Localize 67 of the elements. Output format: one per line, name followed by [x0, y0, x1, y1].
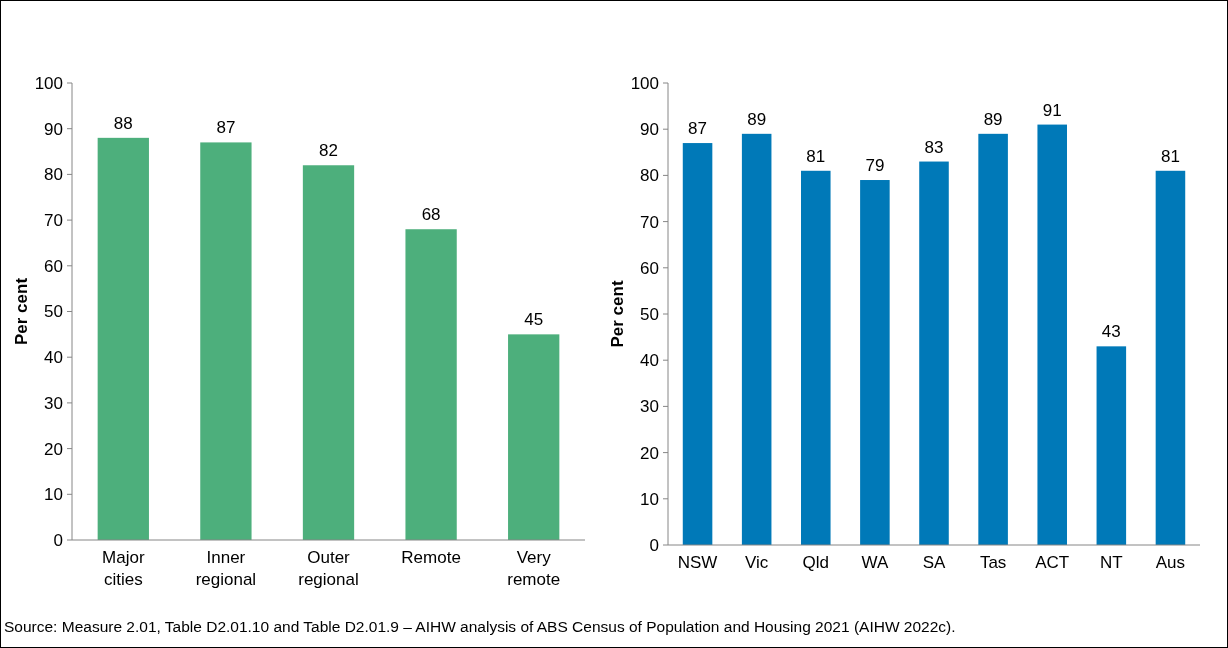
y-tick-label: 50	[640, 304, 659, 324]
y-tick-label: 40	[640, 351, 659, 371]
y-tick-label: 40	[44, 348, 63, 368]
bar	[682, 143, 713, 545]
y-tick-label: 20	[640, 443, 659, 463]
data-label: 82	[319, 141, 338, 161]
bar	[801, 170, 831, 545]
data-label: 81	[806, 146, 826, 166]
x-tick-label: Qld	[802, 553, 830, 572]
x-tick-label: ACT	[1035, 553, 1070, 572]
y-axis-title: Per cent	[608, 280, 627, 348]
bar	[741, 133, 772, 545]
y-tick-label: 30	[44, 393, 63, 413]
bar	[200, 142, 252, 540]
x-tick-label: Aus	[1155, 553, 1186, 572]
y-tick-label: 50	[44, 302, 63, 322]
bar	[405, 229, 457, 540]
y-tick-label: 80	[44, 165, 63, 185]
y-tick-label: 80	[640, 166, 659, 186]
bar	[919, 161, 949, 545]
bar	[1037, 124, 1067, 545]
data-label: 68	[421, 205, 441, 225]
y-tick-label: 60	[44, 256, 63, 276]
data-label: 43	[1101, 322, 1121, 342]
data-label: 83	[924, 137, 944, 157]
data-label: 81	[1160, 146, 1180, 166]
y-tick-label: 10	[640, 489, 659, 509]
x-tick-label: Very remote	[507, 548, 561, 589]
y-tick-label: 90	[44, 119, 63, 139]
y-tick-label: 20	[44, 439, 63, 459]
data-label: 79	[865, 156, 885, 176]
data-label: 91	[1042, 100, 1062, 120]
y-tick-label: 30	[640, 397, 659, 417]
x-tick-label: WA	[861, 553, 889, 572]
bar	[860, 180, 890, 545]
y-tick-label: 10	[44, 485, 63, 505]
y-tick-label: 60	[640, 258, 659, 278]
bar	[1096, 346, 1127, 545]
x-tick-label: Major cities	[102, 548, 145, 589]
data-label: 87	[688, 119, 708, 139]
bar	[508, 334, 560, 540]
data-label: 87	[216, 118, 236, 138]
x-tick-label: Vic	[745, 553, 769, 572]
y-axis-title: Per cent	[12, 277, 31, 346]
x-tick-label: SA	[922, 553, 946, 572]
x-tick-label: NT	[1100, 553, 1123, 572]
y-tick-label: 0	[649, 535, 659, 555]
x-tick-label: Remote	[401, 548, 461, 567]
x-tick-label: Tas	[979, 553, 1007, 572]
x-tick-label: Inner regional	[195, 548, 257, 589]
y-tick-label: 100	[630, 73, 659, 93]
y-tick-label: 0	[53, 530, 63, 550]
data-label: 89	[747, 109, 767, 129]
data-label: 89	[983, 109, 1003, 129]
y-tick-label: 70	[640, 212, 659, 232]
data-label: 45	[524, 310, 544, 330]
bar	[978, 133, 1008, 545]
y-tick-label: 90	[640, 120, 659, 140]
bar	[1155, 170, 1186, 545]
y-tick-label: 70	[44, 211, 63, 231]
y-tick-label: 100	[34, 73, 63, 93]
x-tick-label: NSW	[677, 553, 718, 572]
bar	[302, 165, 355, 540]
source-note: Source: Measure 2.01, Table D2.01.10 and Table D2.01.9 – AIHW analysis of ABS Census of Population and Housing 2021 (AIHW 2022c).	[4, 618, 956, 635]
bar	[97, 137, 149, 540]
data-label: 88	[113, 113, 133, 133]
x-tick-label: Outer regional	[298, 548, 359, 589]
